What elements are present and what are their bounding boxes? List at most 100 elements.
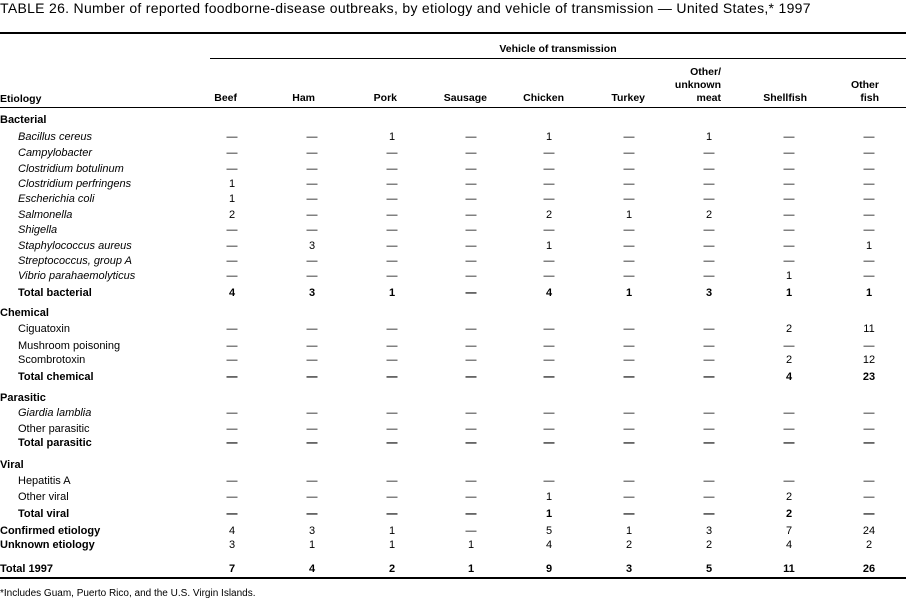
table-cell: —	[465, 209, 477, 221]
table-cell: 1	[625, 287, 633, 299]
table-cell: —	[783, 340, 795, 352]
table-cell: —	[306, 491, 318, 503]
table-cell: 2	[388, 563, 396, 575]
table-cell: 4	[228, 287, 236, 299]
row-label: Vibrio parahaemolyticus	[18, 270, 136, 282]
table-cell: —	[703, 224, 715, 236]
table-cell: —	[386, 423, 398, 435]
row-label: Other viral	[18, 491, 69, 503]
table-cell: —	[783, 163, 795, 175]
table-cell: —	[306, 437, 318, 449]
column-header: Beef	[214, 92, 237, 104]
table-cell: 1	[467, 563, 475, 575]
row-label: Streptococcus, group A	[18, 255, 132, 267]
table-cell: —	[386, 508, 398, 520]
table-cell: —	[465, 163, 477, 175]
table-cell: —	[783, 131, 795, 143]
table-cell: —	[226, 354, 238, 366]
table-cell: 1	[388, 539, 396, 551]
table-title: TABLE 26. Number of reported foodborne-d…	[0, 0, 811, 16]
table-cell: 3	[625, 563, 633, 575]
row-label: Staphylococcus aureus	[18, 240, 132, 252]
vehicle-spanner-header: Vehicle of transmission	[499, 43, 617, 55]
row-label: Hepatitis A	[18, 475, 71, 487]
table-cell: 3	[705, 525, 713, 537]
table-cell: —	[703, 407, 715, 419]
table-cell: —	[543, 437, 555, 449]
row-label: Bacterial	[0, 114, 47, 126]
table-cell: —	[703, 371, 715, 383]
table-cell: —	[863, 407, 875, 419]
table-cell: —	[863, 193, 875, 205]
table-cell: —	[783, 193, 795, 205]
table-cell: —	[386, 270, 398, 282]
table-cell: —	[226, 423, 238, 435]
table-cell: —	[543, 475, 555, 487]
table-cell: —	[465, 508, 477, 520]
table-cell: —	[783, 423, 795, 435]
table-cell: —	[863, 131, 875, 143]
table-cell: —	[703, 491, 715, 503]
table-cell: 1	[705, 131, 713, 143]
table-cell: —	[863, 491, 875, 503]
table-cell: —	[226, 508, 238, 520]
row-label: Unknown etiology	[0, 539, 95, 551]
table-cell: —	[863, 224, 875, 236]
table-cell: —	[623, 147, 635, 159]
table-cell: —	[465, 287, 477, 299]
table-cell: 1	[308, 539, 316, 551]
table-cell: —	[465, 131, 477, 143]
table-cell: —	[386, 354, 398, 366]
table-cell: —	[226, 323, 238, 335]
table-cell: 9	[545, 563, 553, 575]
row-label: Chemical	[0, 307, 49, 319]
table-cell: —	[306, 423, 318, 435]
table-cell: 1	[785, 270, 793, 282]
table-cell: —	[465, 340, 477, 352]
table-cell: —	[623, 255, 635, 267]
table-cell: —	[465, 354, 477, 366]
table-cell: 7	[228, 563, 236, 575]
table-cell: —	[306, 340, 318, 352]
row-label: Total bacterial	[18, 287, 92, 299]
row-label: Confirmed etiology	[0, 525, 101, 537]
table-cell: —	[863, 270, 875, 282]
table-cell: —	[703, 423, 715, 435]
row-label: Total chemical	[18, 371, 94, 383]
table-cell: 4	[545, 287, 553, 299]
table-cell: —	[226, 475, 238, 487]
table-cell: 1	[865, 240, 873, 252]
table-cell: 2	[785, 323, 793, 335]
table-cell: 5	[545, 525, 553, 537]
table-cell: 26	[862, 563, 876, 575]
table-cell: —	[543, 371, 555, 383]
column-header: Turkey	[611, 92, 645, 104]
table-cell: —	[543, 323, 555, 335]
table-cell: 5	[705, 563, 713, 575]
table-cell: —	[703, 193, 715, 205]
table-cell: —	[386, 371, 398, 383]
table-cell: —	[543, 193, 555, 205]
table-cell: 1	[545, 240, 553, 252]
table-cell: 2	[705, 209, 713, 221]
row-label: Campylobacter	[18, 147, 92, 159]
table-cell: —	[306, 131, 318, 143]
table-cell: —	[863, 475, 875, 487]
table-cell: —	[703, 255, 715, 267]
table-cell: 3	[308, 240, 316, 252]
top-rule	[0, 32, 906, 34]
table-cell: —	[703, 508, 715, 520]
table-cell: —	[623, 508, 635, 520]
table-cell: —	[226, 437, 238, 449]
row-label: Salmonella	[18, 209, 73, 221]
table-cell: —	[386, 178, 398, 190]
table-cell: 1	[625, 209, 633, 221]
table-cell: —	[783, 407, 795, 419]
row-label: Total viral	[18, 508, 70, 520]
table-cell: 4	[228, 525, 236, 537]
table-cell: —	[226, 491, 238, 503]
table-cell: —	[386, 437, 398, 449]
table-cell: —	[783, 255, 795, 267]
table-cell: —	[226, 371, 238, 383]
